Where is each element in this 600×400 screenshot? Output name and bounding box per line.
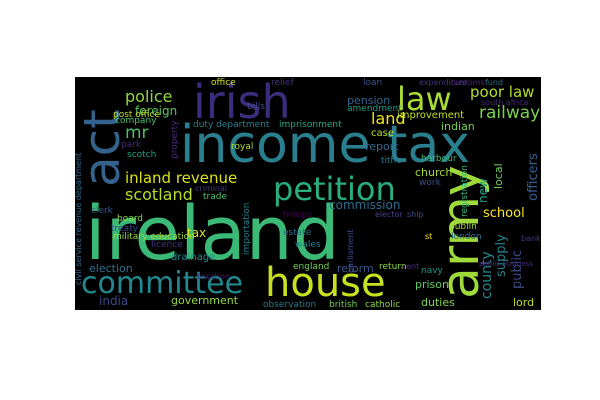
word-railway: railway [479, 103, 541, 123]
word-taxation: taxation [197, 272, 230, 281]
word-law: law [397, 80, 452, 118]
word-mr: mr [125, 123, 149, 143]
word-lord: lord [513, 296, 535, 309]
word-improvement: improvement [397, 110, 465, 121]
word-company: company [115, 116, 157, 126]
word-civil-service: civil service revenue department [75, 152, 83, 285]
word-clerk: clerk [91, 206, 113, 216]
word-commission: commission [329, 198, 401, 212]
word-south-africa: south africa [481, 98, 529, 107]
word-prison: prison [415, 278, 449, 291]
word-criminal: criminal [195, 184, 228, 193]
word-election: election [89, 262, 133, 275]
word-british: british [329, 300, 358, 310]
word-government: government [171, 294, 239, 307]
word-dublin: dublin [449, 222, 477, 232]
word-scotland: scotland [125, 185, 193, 204]
word-report: report [365, 140, 399, 153]
word-imprisonment: imprisonment [279, 120, 342, 130]
word-relief: relief [271, 78, 294, 88]
word-cloud: ireland income tax irish act army house … [75, 77, 541, 310]
word-school: school [483, 206, 525, 221]
word-committee: committee [81, 266, 244, 301]
word-irish: irish [193, 77, 291, 129]
word-observation: observation [263, 300, 317, 310]
word-reform: reform [337, 262, 374, 275]
word-parliament: parliament [346, 229, 355, 273]
word-bank: bank [521, 234, 541, 243]
word-harbour: harbour [421, 154, 457, 164]
word-bills: bills [247, 102, 265, 112]
word-importation: importation [242, 202, 252, 255]
word-india: india [99, 294, 129, 308]
word-elector: elector [375, 210, 403, 219]
word-catholic: catholic [365, 300, 401, 310]
word-drainage: drainage [171, 252, 216, 263]
word-county: county [479, 251, 495, 299]
word-ireland: ireland [85, 191, 340, 277]
word-foreign: foreign [135, 104, 178, 118]
word-public: public [510, 249, 525, 289]
word-poor-law: poor law [470, 83, 535, 101]
word-england: england [293, 262, 330, 272]
word-return: return [379, 262, 407, 272]
word-scotch: scotch [127, 150, 157, 160]
word-military-education: military education [113, 232, 195, 242]
word-supply: supply [494, 234, 509, 277]
word-expenditure: expenditure [419, 78, 468, 87]
word-royal: royal [231, 142, 254, 152]
word-police: police [125, 87, 173, 106]
word-navy: navy [421, 266, 443, 276]
word-rent: rent [403, 262, 420, 271]
word-loan: loan [363, 78, 383, 88]
word-customs: customs [451, 78, 485, 87]
word-new: new [476, 178, 490, 203]
word-london: london [451, 232, 482, 242]
word-troops: troops [283, 210, 312, 220]
word-property: property [170, 120, 180, 159]
word-duty-department: duty department [193, 120, 270, 130]
word-petition: petition [273, 170, 396, 208]
word-house: house [265, 260, 386, 306]
word-inland-revenue: inland revenue [125, 169, 238, 187]
word-duties: duties [421, 296, 455, 309]
word-registration: registration [460, 165, 470, 217]
word-income-tax: income tax [180, 115, 471, 175]
word-pension: pension [347, 94, 391, 107]
word-wales: wales [295, 240, 321, 250]
word-amendment: amendment [347, 104, 402, 114]
word-tithe: tithe [381, 156, 402, 166]
word-case: case [371, 128, 394, 139]
word-tax: tax [187, 226, 207, 240]
word-work: work [419, 178, 441, 188]
word-park: park [121, 140, 142, 150]
word-land: land [371, 109, 406, 128]
word-public-business: public business [479, 260, 533, 268]
word-local: local [492, 163, 505, 189]
word-officers: officers [526, 153, 541, 201]
word-church: church [415, 166, 453, 179]
word-treaty: treaty [111, 224, 138, 234]
word-fund: fund [485, 78, 504, 87]
word-board: board [117, 214, 143, 224]
word-post-office: post office [113, 110, 160, 120]
word-indian: indian [441, 120, 475, 133]
word-estate: estate [283, 228, 312, 238]
word-licence: licence [151, 240, 183, 250]
word-ship: ship [407, 210, 424, 219]
word-trade: trade [203, 192, 227, 202]
word-st: st [425, 232, 433, 241]
word-office: office [211, 78, 236, 88]
